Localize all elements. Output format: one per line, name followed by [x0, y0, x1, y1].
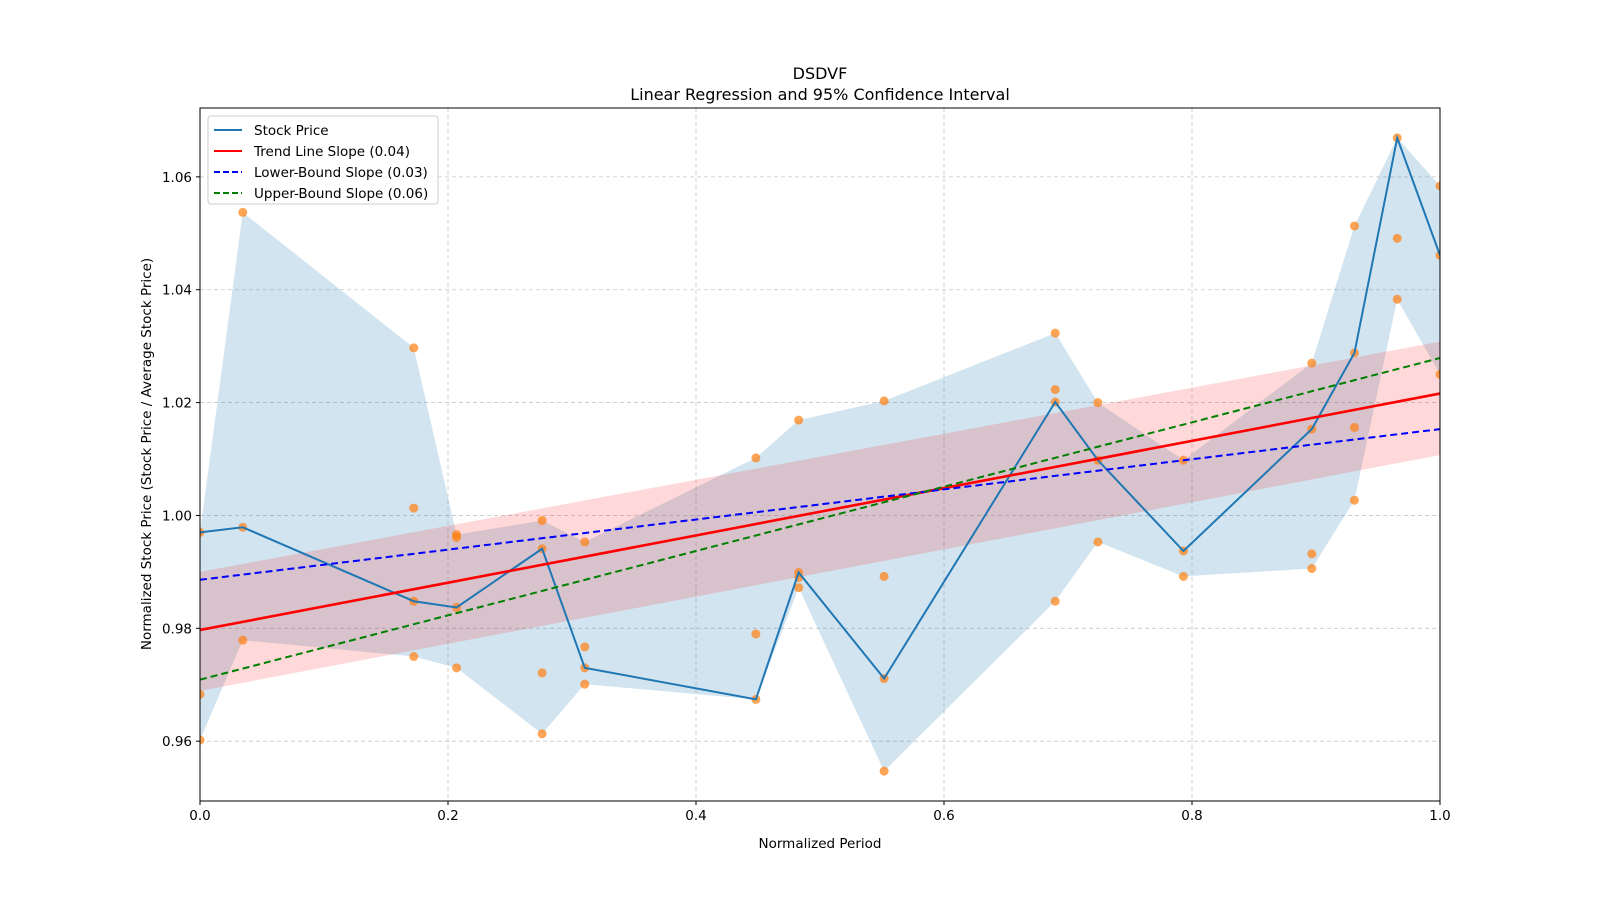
x-tick-label: 1.0 [1429, 808, 1450, 824]
chart-title: DSDVF [793, 64, 848, 83]
y-tick-label: 0.96 [162, 734, 192, 750]
legend-box [207, 115, 439, 205]
scatter-point [409, 503, 419, 513]
scatter-point [452, 663, 462, 673]
y-tick-label: 1.02 [162, 396, 192, 412]
scatter-point [537, 729, 547, 739]
stock-price-line [200, 134, 1440, 701]
scatter-point [794, 415, 804, 425]
scatter-point [1392, 233, 1402, 243]
x-tick-label: 0.8 [1181, 808, 1202, 824]
scatter-point [1435, 181, 1440, 191]
scatter-point [238, 635, 248, 645]
scatter-point [1307, 563, 1317, 573]
y-tick-label: 1.04 [162, 283, 192, 299]
x-tick-label: 0.6 [933, 808, 954, 824]
chart-subtitle: Linear Regression and 95% Confidence Int… [630, 85, 1010, 104]
scatter-point [537, 516, 547, 526]
legend: Stock Price Trend Line Slope (0.04) Lower-… [207, 115, 439, 205]
trend-confidence-band [200, 341, 1440, 691]
x-axis-label: Normalized Period [759, 836, 882, 852]
scatter-point [879, 396, 889, 406]
legend-label: Lower-Bound Slope (0.03) [254, 165, 428, 181]
trend-line [200, 392, 1440, 632]
y-tick-label: 1.06 [162, 170, 192, 186]
legend-label: Upper-Bound Slope (0.06) [254, 186, 428, 202]
scatter-point [409, 652, 419, 662]
scatter-point [580, 642, 590, 652]
scatter-point [1093, 537, 1103, 547]
scatter-point [452, 532, 462, 542]
scatter-point [580, 537, 590, 547]
scatter-point [238, 207, 248, 217]
scatter-point [1349, 422, 1359, 432]
scatter-point [1392, 294, 1402, 304]
scatter-point [537, 668, 547, 678]
scatter-point [580, 679, 590, 689]
x-tick-label: 0.0 [189, 808, 210, 824]
scatter-point [409, 343, 419, 353]
scatter-point [1307, 358, 1317, 368]
legend-label: Stock Price [254, 123, 329, 139]
scatter-point [794, 583, 804, 593]
plot-frame [199, 107, 1441, 802]
scatter-point [1349, 495, 1359, 505]
scatter-point [1435, 369, 1440, 379]
scatter-point [1093, 398, 1103, 408]
y-tick-label: 1.00 [162, 508, 192, 524]
scatter-point [751, 629, 761, 639]
scatter-point [1349, 221, 1359, 231]
scatter-point [879, 766, 889, 776]
scatter-point [879, 571, 889, 581]
scatter-point [1050, 385, 1060, 395]
lower-bound-line [200, 428, 1440, 581]
scatter-point [200, 689, 205, 699]
x-tick-label: 0.2 [437, 808, 458, 824]
scatter-point [1050, 596, 1060, 606]
upper-bound-line [200, 357, 1440, 681]
legend-label: Trend Line Slope (0.04) [253, 144, 410, 160]
min-max-band [200, 137, 1440, 772]
y-tick-label: 0.98 [162, 621, 192, 637]
scatter-point [200, 735, 205, 745]
y-axis-label: Normalized Stock Price (Stock Price / Av… [139, 258, 155, 650]
x-tick-label: 0.4 [685, 808, 706, 824]
scatter-point [1307, 549, 1317, 559]
scatter-point [1050, 328, 1060, 338]
scatter-point [1178, 571, 1188, 581]
scatter-point [751, 453, 761, 463]
